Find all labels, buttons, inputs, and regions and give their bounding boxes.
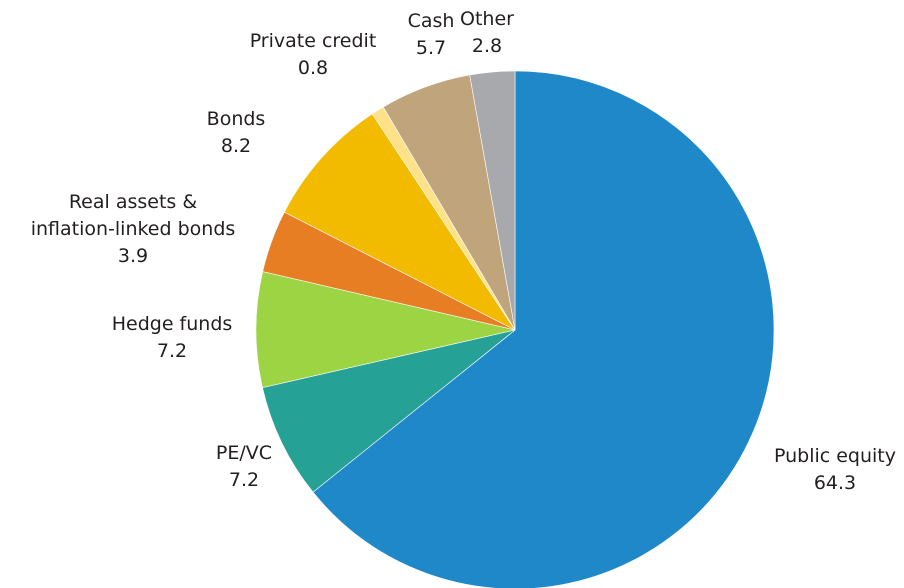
slice-value: 7.2	[157, 340, 187, 362]
slice-label-cash: Cash 5.7	[408, 10, 455, 59]
slice-labels: Public equity 64.3 PE/VC 7.2 Hedge funds 7.2 R…	[31, 8, 896, 494]
slice-value: 5.7	[416, 37, 446, 59]
slice-name: Bonds	[207, 108, 266, 130]
slice-label-hedge-funds: Hedge funds 7.2	[112, 313, 233, 362]
slice-label-public-equity: Public equity 64.3	[774, 445, 896, 494]
slice-label-pe-vc: PE/VC 7.2	[216, 442, 272, 491]
pie-slice-bonds	[283, 113, 516, 331]
slice-name: Cash	[408, 10, 455, 32]
pie-slice-other	[469, 70, 516, 331]
slice-name: PE/VC	[216, 442, 272, 464]
slice-name: Other	[460, 8, 514, 30]
slice-label-real-assets-inflation-linked-bonds: Real assets & inflation-linked bonds 3.9	[31, 191, 236, 267]
slice-label-bonds: Bonds 8.2	[207, 108, 266, 157]
slice-name: inflation-linked bonds	[31, 218, 236, 240]
slice-name: Private credit	[250, 30, 377, 52]
slice-value: 3.9	[118, 245, 148, 267]
slice-value: 0.8	[298, 57, 328, 79]
slice-name: Public equity	[774, 445, 896, 467]
pie-slice-public-equity	[312, 70, 775, 588]
slice-label-other: Other 2.8	[460, 8, 514, 57]
slice-name: Real assets &	[69, 191, 198, 213]
pie-slice-pe-vc	[262, 329, 516, 493]
slice-name: Hedge funds	[112, 313, 233, 335]
pie-slices	[255, 70, 775, 588]
slice-value: 7.2	[229, 469, 259, 491]
slice-label-private-credit: Private credit 0.8	[250, 30, 377, 79]
slice-value: 8.2	[221, 135, 251, 157]
slice-value: 2.8	[472, 35, 502, 57]
slice-value: 64.3	[814, 472, 856, 494]
pie-slice-hedge-funds	[255, 271, 516, 388]
